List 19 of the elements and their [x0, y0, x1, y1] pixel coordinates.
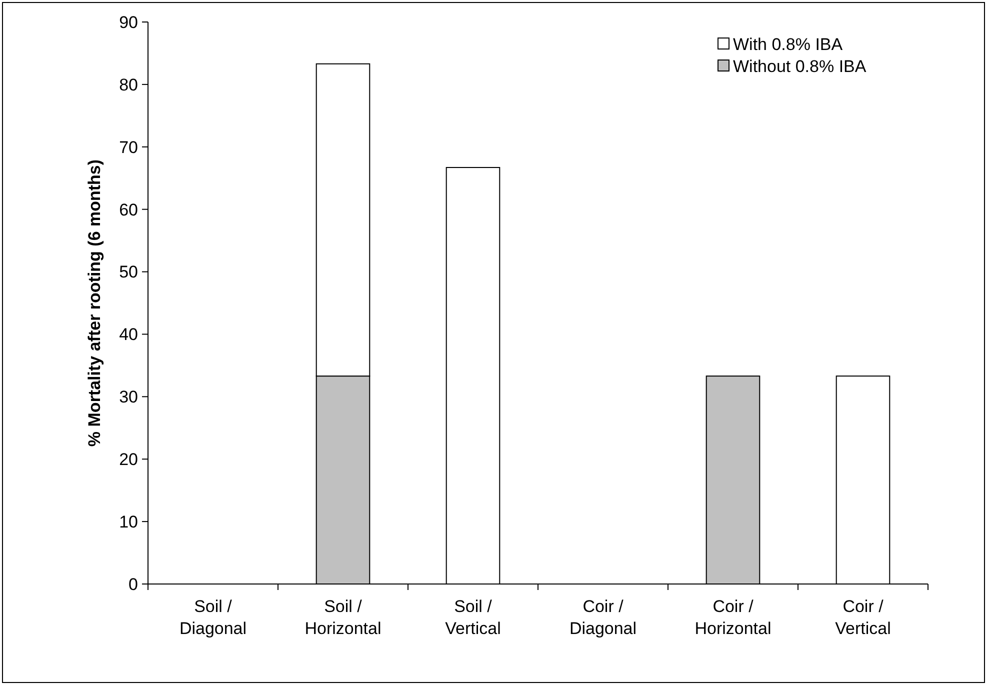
- y-tick-label: 30: [119, 388, 138, 407]
- y-tick-label: 90: [119, 12, 138, 32]
- legend-label: Without 0.8% IBA: [733, 56, 867, 76]
- y-tick-label: 10: [119, 512, 138, 532]
- y-tick-label: 60: [119, 200, 138, 220]
- x-tick-label: Coir / Diagonal: [569, 597, 637, 638]
- legend-label: With 0.8% IBA: [733, 34, 844, 54]
- y-tick-label: 20: [119, 450, 138, 470]
- x-tick-label: Soil / Diagonal: [179, 597, 247, 638]
- y-tick-label: 50: [119, 262, 138, 282]
- x-tick-label: Coir / Vertical: [835, 597, 891, 638]
- y-tick-label: 0: [128, 574, 138, 594]
- y-tick-label: 80: [119, 75, 138, 94]
- y-axis-title: % Mortality after rooting (6 months): [85, 159, 104, 447]
- x-tick-label: Coir / Horizontal: [694, 597, 772, 638]
- x-tick-label: Soil / Vertical: [445, 597, 501, 638]
- y-tick-label: 40: [119, 325, 138, 344]
- y-tick-label: 70: [119, 138, 138, 157]
- x-tick-label: Soil / Horizontal: [304, 597, 382, 638]
